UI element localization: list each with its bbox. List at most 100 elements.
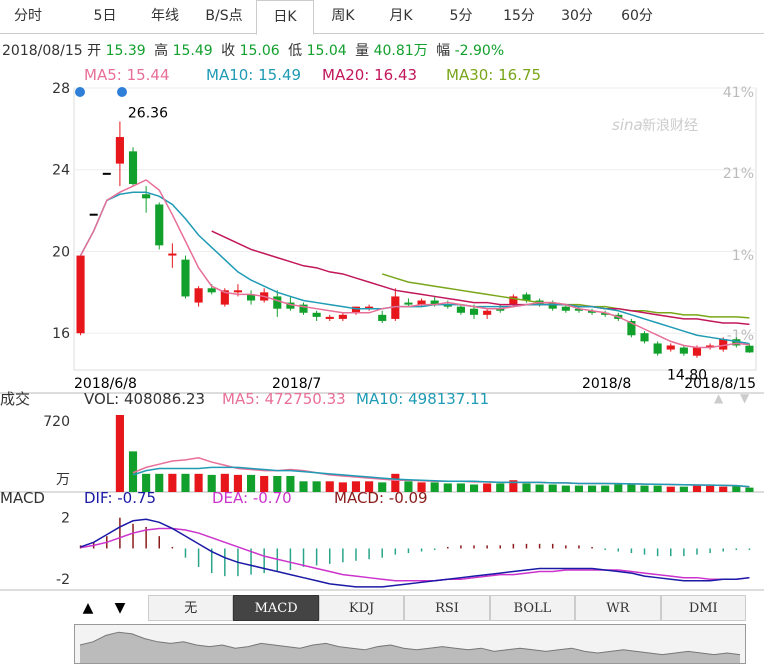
volume-bar — [666, 486, 675, 492]
candle-body — [509, 296, 518, 305]
x-tick-2: 2018/8 — [582, 376, 631, 392]
candle-body — [155, 204, 164, 246]
macd-tick-0: 2 — [61, 511, 70, 527]
ma10-legend: MA10: 15.49 — [206, 66, 302, 84]
macd-title: MACD — [0, 489, 45, 507]
quote-open-label: 开 — [87, 43, 102, 59]
watermark-text: 新浪财经 — [642, 118, 698, 134]
volume-bar — [430, 482, 439, 492]
candle-body — [640, 333, 649, 342]
volume-bar — [719, 486, 728, 492]
indicator-button-0[interactable]: 无 — [148, 595, 234, 621]
tab-5[interactable]: 周K — [331, 8, 355, 24]
volume-tick-max: 720 — [43, 414, 70, 430]
tab-2[interactable]: 年线 — [151, 8, 179, 24]
candle-body — [299, 304, 308, 313]
tab-4[interactable]: 日K — [256, 0, 314, 35]
quote-change: -2.90% — [454, 43, 505, 59]
candle-body — [719, 339, 728, 350]
indicator-button-bar: 无 MACD KDJ RSI BOLL WR DMI — [148, 595, 746, 622]
dif-line — [80, 518, 750, 588]
volume-ma10: MA10: 498137.11 — [356, 390, 489, 408]
tab-0[interactable]: 分时 — [14, 8, 42, 24]
indicator-button-5[interactable]: WR — [575, 595, 661, 621]
volume-bar — [640, 485, 649, 492]
volume-bar — [496, 483, 505, 492]
tab-3[interactable]: B/S点 — [205, 8, 243, 24]
volume-bar — [312, 481, 321, 492]
tab-7[interactable]: 5分 — [449, 8, 473, 24]
volume-bar — [574, 485, 584, 492]
pct-tick-1: 21% — [723, 166, 754, 182]
price-tick-0: 28 — [52, 81, 70, 97]
volume-bar — [653, 485, 662, 492]
volume-bar — [233, 474, 243, 492]
candle-body — [496, 308, 505, 311]
volume-bar — [692, 485, 702, 492]
volume-bar — [168, 473, 177, 492]
x-tick-1: 2018/7 — [272, 376, 321, 392]
x-tick-0: 2018/6/8 — [74, 376, 137, 392]
candle-body — [745, 345, 754, 353]
tab-6[interactable]: 月K — [389, 8, 413, 24]
navigator-line — [79, 631, 741, 656]
price-tick-3: 16 — [52, 326, 70, 342]
volume-bar — [732, 485, 741, 492]
period-tab-bar: 分时 5日 年线 B/S点 日K 周K 月K 5分 15分 30分 60分 — [0, 0, 764, 35]
volume-bar — [456, 483, 465, 492]
quote-low-label: 低 — [288, 43, 303, 59]
candle-body — [522, 294, 531, 301]
volume-bar — [273, 475, 282, 492]
candle-body — [246, 294, 256, 301]
volume-bar — [627, 484, 636, 492]
candle-body — [666, 345, 675, 350]
quote-date: 2018/08/15 — [2, 43, 83, 59]
event-marker — [75, 87, 85, 97]
tab-8[interactable]: 15分 — [503, 8, 535, 24]
volume-bar — [614, 484, 623, 492]
candle-body — [469, 308, 479, 315]
candle-body — [548, 302, 557, 309]
ma5-legend: MA5: 15.44 — [84, 66, 170, 84]
indicator-button-6[interactable]: DMI — [660, 595, 746, 621]
volume-ma10-line — [132, 466, 750, 488]
event-marker — [117, 87, 127, 97]
volume-bar — [469, 484, 479, 492]
indicator-button-4[interactable]: BOLL — [489, 595, 576, 621]
indicator-button-3[interactable]: RSI — [404, 595, 490, 621]
volume-bar — [391, 473, 400, 492]
volume-bar — [535, 484, 544, 492]
candle-body — [325, 316, 334, 319]
time-navigator[interactable] — [74, 624, 746, 664]
candle-body — [627, 320, 636, 336]
tab-10[interactable]: 60分 — [621, 8, 653, 24]
scroll-down-arrow[interactable]: ▼ — [114, 600, 126, 616]
tab-1[interactable]: 5日 — [93, 8, 117, 24]
candle-body — [378, 314, 387, 321]
indicator-button-1[interactable]: MACD — [233, 595, 319, 621]
scroll-up-arrow[interactable]: ▲ — [82, 600, 94, 616]
candle-body — [483, 310, 492, 315]
candle-body — [561, 306, 570, 311]
volume-bar — [325, 481, 334, 492]
volume-bar — [522, 483, 531, 492]
indicator-button-2[interactable]: KDJ — [318, 595, 405, 621]
candle-body — [233, 290, 243, 293]
volume-bar — [299, 481, 308, 492]
candle-body — [692, 347, 702, 356]
volume-bar — [404, 481, 413, 492]
ma10-line — [79, 191, 750, 345]
volume-bar — [601, 485, 610, 492]
tab-9[interactable]: 30分 — [561, 8, 593, 24]
volume-bar — [417, 482, 426, 492]
candle-body — [220, 290, 229, 305]
quote-close: 15.06 — [239, 43, 280, 59]
macd-macd: MACD: -0.09 — [334, 489, 428, 507]
candle-body — [706, 345, 715, 348]
quote-change-label: 幅 — [436, 43, 451, 59]
watermark-logo: sina — [612, 116, 643, 134]
candle-body — [194, 288, 203, 303]
candle-body — [338, 314, 347, 319]
candle-body — [601, 312, 610, 315]
